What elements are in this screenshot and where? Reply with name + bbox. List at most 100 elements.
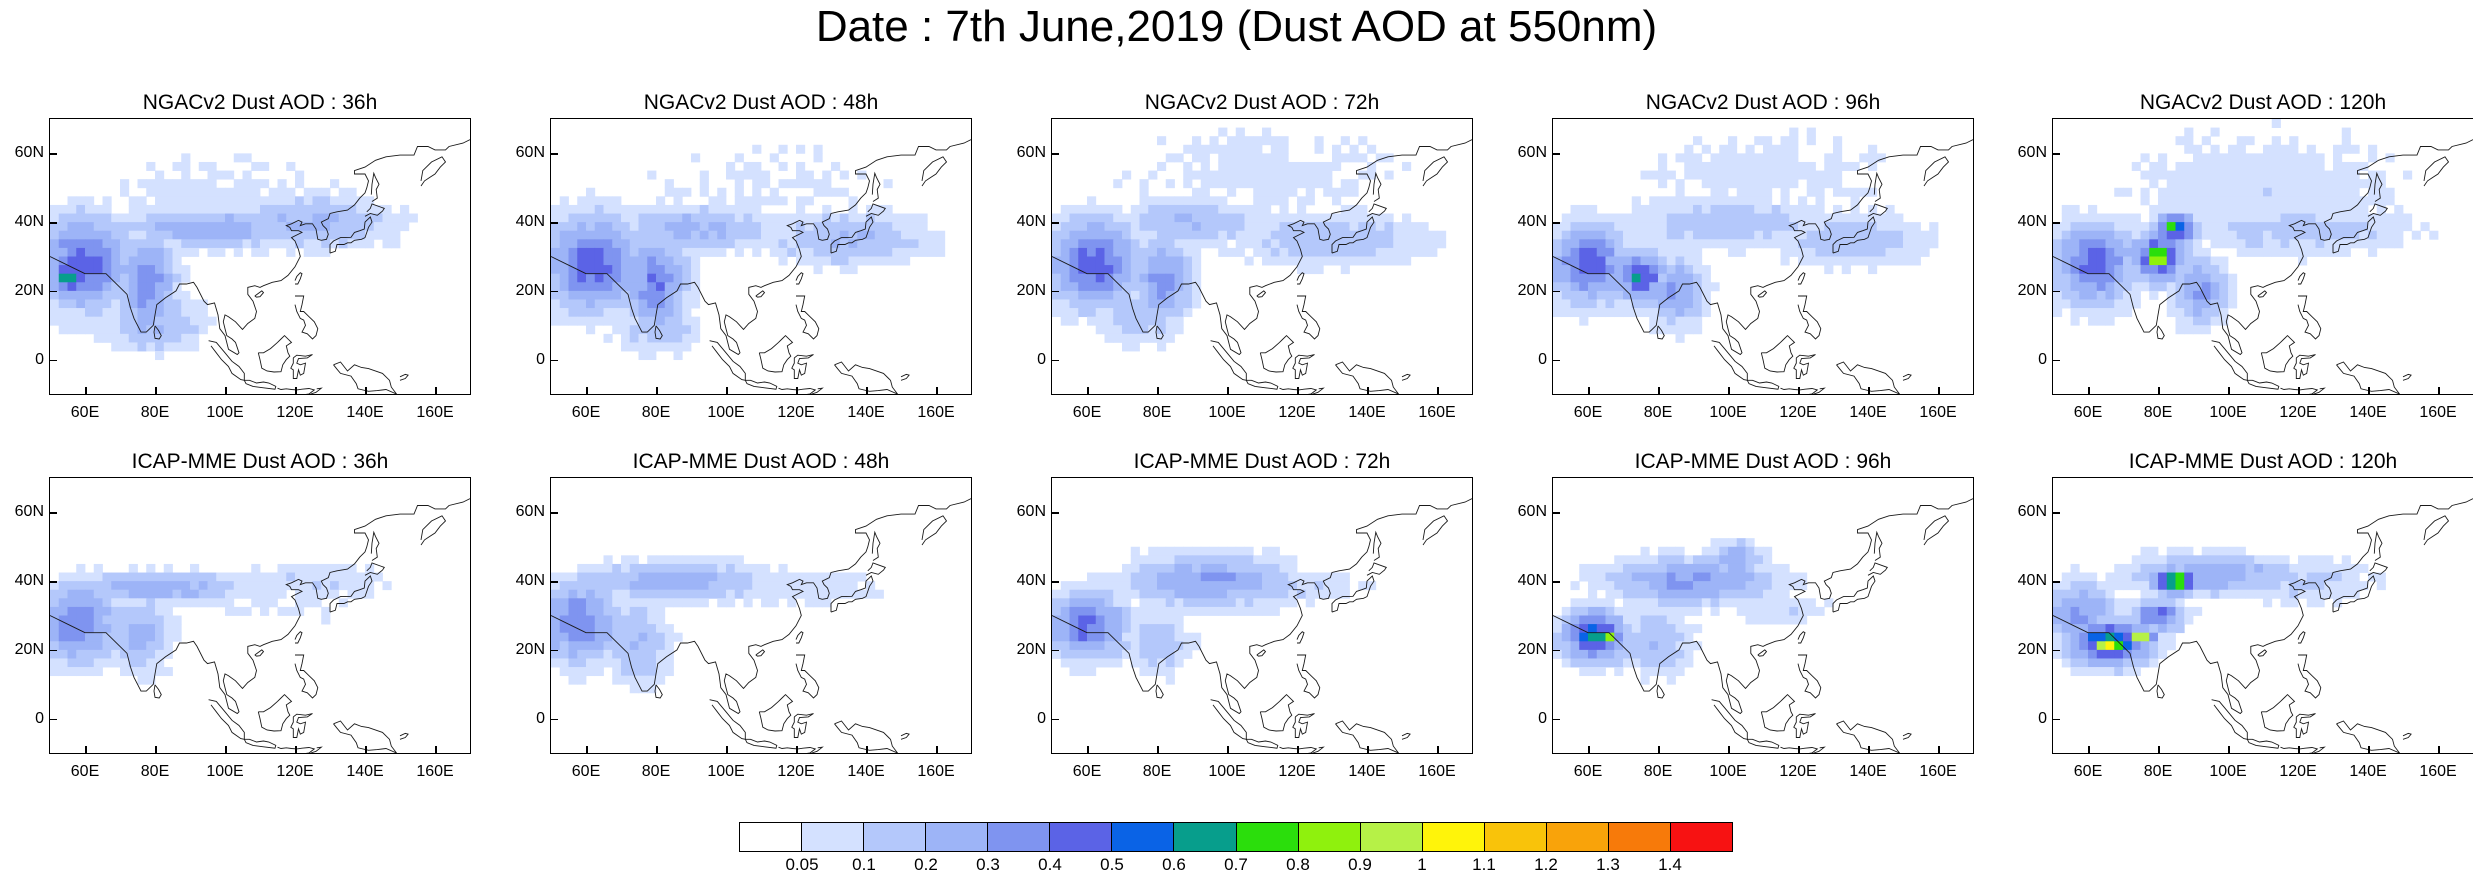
- lon-tick-label: 60E: [1573, 404, 1603, 421]
- coastline: [1245, 379, 1279, 390]
- lat-tick-label: 20N: [14, 281, 44, 299]
- lat-tick-mark: [1553, 359, 1560, 362]
- lon-tick-label: 140E: [2349, 763, 2387, 780]
- lon-tick-label: 60E: [1072, 404, 1102, 421]
- lon-tick-mark: [2368, 746, 2370, 753]
- coastline: [420, 156, 447, 187]
- coastline: [2246, 738, 2280, 749]
- lon-tick-mark: [936, 387, 938, 394]
- lon-tick-mark: [2368, 387, 2370, 394]
- coastline: [900, 732, 910, 740]
- lon-tick-label: 80E: [2143, 763, 2173, 780]
- dust-aod-map: [2053, 119, 2473, 394]
- map-frame: [550, 477, 972, 754]
- coastline: [654, 325, 663, 340]
- lon-tick-label: 80E: [1142, 763, 1172, 780]
- lon-tick-mark: [656, 387, 658, 394]
- lon-tick-label: 120E: [1779, 404, 1817, 421]
- coastline: [208, 699, 245, 740]
- lon-tick-label: 120E: [2279, 404, 2317, 421]
- coastline: [811, 387, 824, 394]
- lat-tick-label: 40N: [2017, 572, 2047, 590]
- coastline: [2297, 654, 2322, 699]
- lat-tick-label: 40N: [1517, 213, 1547, 231]
- coastline: [755, 290, 766, 298]
- panel-title: NGACv2 Dust AOD : 36h: [142, 91, 378, 114]
- coastline: [1422, 156, 1449, 187]
- coastline: [1902, 373, 1912, 381]
- colorbar-label: 1.2: [1534, 855, 1558, 874]
- lat-tick-mark: [1553, 222, 1560, 224]
- coastline: [1836, 720, 1901, 753]
- aod-raster: [50, 563, 392, 685]
- coastline: [208, 340, 245, 381]
- lon-tick-label: 140E: [1849, 404, 1887, 421]
- lon-tick-label: 160E: [1919, 763, 1957, 780]
- lon-tick-label: 160E: [2419, 763, 2457, 780]
- coastline: [370, 530, 380, 561]
- coastline: [1296, 272, 1305, 285]
- coastline: [1757, 649, 1768, 657]
- lon-tick-mark: [1437, 387, 1439, 394]
- coastline: [1401, 373, 1411, 381]
- coastline: [2156, 684, 2165, 699]
- coastline: [834, 720, 899, 753]
- coastline: [294, 654, 319, 699]
- lon-tick-label: 100E: [206, 404, 244, 421]
- lon-tick-mark: [1297, 387, 1299, 394]
- coastline: [1797, 272, 1806, 285]
- lon-tick-mark: [866, 387, 868, 394]
- lon-tick-mark: [1588, 746, 1590, 753]
- coastline: [1553, 139, 1973, 356]
- panel-title: ICAP-MME Dust AOD : 36h: [131, 450, 389, 473]
- coastline: [1793, 713, 1816, 738]
- dust-aod-map: [2053, 498, 2473, 753]
- lat-tick-label: 40N: [2017, 213, 2047, 231]
- coastline: [254, 290, 265, 298]
- lat-tick-mark: [551, 222, 558, 224]
- lon-tick-mark: [435, 746, 437, 753]
- lat-tick-label: 40N: [515, 213, 545, 231]
- lon-tick-mark: [1227, 387, 1229, 394]
- lon-tick-mark: [2228, 387, 2230, 394]
- lat-tick-label: 20N: [2017, 281, 2047, 299]
- lat-tick-mark: [2053, 718, 2060, 721]
- lat-tick-mark: [1553, 581, 1560, 583]
- coastline: [654, 684, 663, 699]
- colorbar-swatch: [1670, 823, 1732, 851]
- colorbar-swatch: [802, 823, 865, 851]
- lat-tick-mark: [2053, 290, 2060, 293]
- coastline: [778, 746, 817, 753]
- lon-tick-mark: [2228, 746, 2230, 753]
- lon-tick-label: 160E: [917, 404, 955, 421]
- lon-tick-mark: [155, 746, 157, 753]
- coastline: [1335, 361, 1400, 394]
- lon-tick-label: 120E: [777, 404, 815, 421]
- lat-tick-label: 0: [536, 709, 545, 727]
- map-panel: ICAP-MME Dust AOD : 48h 60N 40N 20N 0 60E 80E 1…: [503, 449, 983, 789]
- lat-tick-mark: [50, 359, 57, 362]
- coastline: [2297, 272, 2306, 285]
- coastline: [871, 530, 881, 561]
- coastline: [294, 631, 303, 644]
- map-panel: ICAP-MME Dust AOD : 36h 60N 40N 20N 0 60E 80E 1…: [2, 449, 482, 789]
- coastline: [865, 203, 886, 217]
- lat-tick-label: 60N: [515, 144, 545, 162]
- coastline: [310, 746, 323, 753]
- lat-tick-label: 40N: [1016, 213, 1046, 231]
- lat-tick-mark: [1052, 718, 1059, 721]
- lon-tick-label: 80E: [140, 404, 170, 421]
- aod-raster: [1052, 546, 1377, 685]
- lat-tick-mark: [2053, 512, 2060, 514]
- coastline: [294, 295, 319, 340]
- lon-tick-label: 120E: [276, 763, 314, 780]
- lat-tick-mark: [551, 512, 558, 514]
- lon-tick-label: 140E: [1348, 763, 1386, 780]
- coastline: [50, 498, 470, 715]
- coastline: [2373, 530, 2383, 561]
- coastline: [2332, 575, 2376, 613]
- colorbar-swatch: [1546, 823, 1609, 851]
- coastline: [2402, 373, 2412, 381]
- lon-tick-mark: [2438, 746, 2440, 753]
- dust-aod-map: [50, 139, 470, 394]
